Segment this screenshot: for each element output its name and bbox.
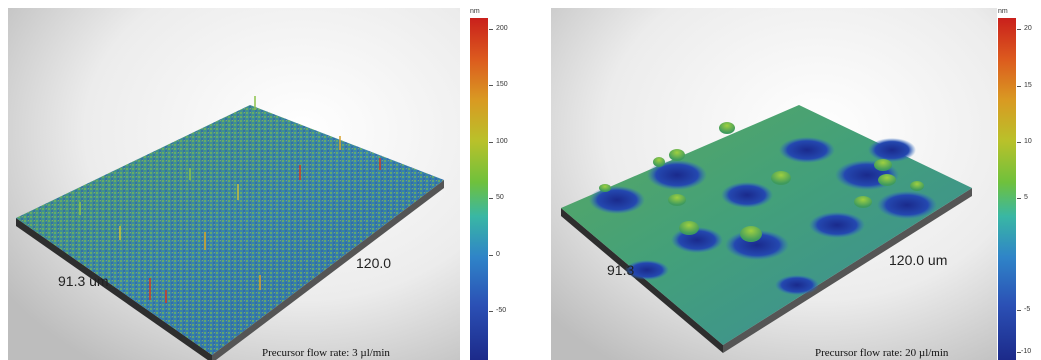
right-caption: Precursor flow rate: 20 µl/min <box>815 347 949 359</box>
left-colorbar-tick: 0 <box>496 251 500 258</box>
left-colorbar-tick: -50 <box>496 307 507 314</box>
right-colorbar-tick: 10 <box>1024 138 1032 145</box>
left-colorbar-tick: 200 <box>496 25 508 32</box>
left-spikes <box>79 96 381 303</box>
right-colorbar-tick: -10 <box>1021 348 1032 355</box>
right-afm-panel: 91.3 120.0 um Precursor flow rate: 20 µl… <box>547 0 1041 360</box>
left-slab-front-side <box>16 218 212 360</box>
left-colorbar-tick: 150 <box>496 81 508 88</box>
right-colorbar <box>998 18 1016 360</box>
left-colorbar-tick: 100 <box>496 138 508 145</box>
left-slab-right-side <box>212 180 444 360</box>
right-afm-surface-render <box>551 8 997 360</box>
right-surface-domes <box>599 122 924 242</box>
right-slab-right-side <box>723 188 972 353</box>
right-colorbar-unit: nm <box>998 8 1008 15</box>
left-surface-texture <box>16 105 444 355</box>
left-colorbar <box>470 18 488 360</box>
right-colorbar-tick: -5 <box>1024 306 1031 313</box>
left-x-dimension-label: 120.0 <box>356 255 392 271</box>
right-y-dimension-label: 91.3 <box>607 262 635 278</box>
left-afm-panel: 91.3 um 120.0 Precursor flow rate: 3 µl/… <box>0 0 515 360</box>
left-caption: Precursor flow rate: 3 µl/min <box>262 347 390 359</box>
left-colorbar-tick: 50 <box>496 194 504 201</box>
left-afm-surface-render <box>8 8 460 360</box>
right-slab-front-side <box>561 208 723 353</box>
left-colorbar-unit: nm <box>470 8 480 15</box>
right-x-dimension-label: 120.0 um <box>889 252 948 268</box>
right-colorbar-tick: 20 <box>1024 25 1032 32</box>
right-colorbar-tick: 15 <box>1024 82 1032 89</box>
left-y-dimension-label: 91.3 um <box>58 273 109 289</box>
right-colorbar-tick: 5 <box>1024 194 1028 201</box>
